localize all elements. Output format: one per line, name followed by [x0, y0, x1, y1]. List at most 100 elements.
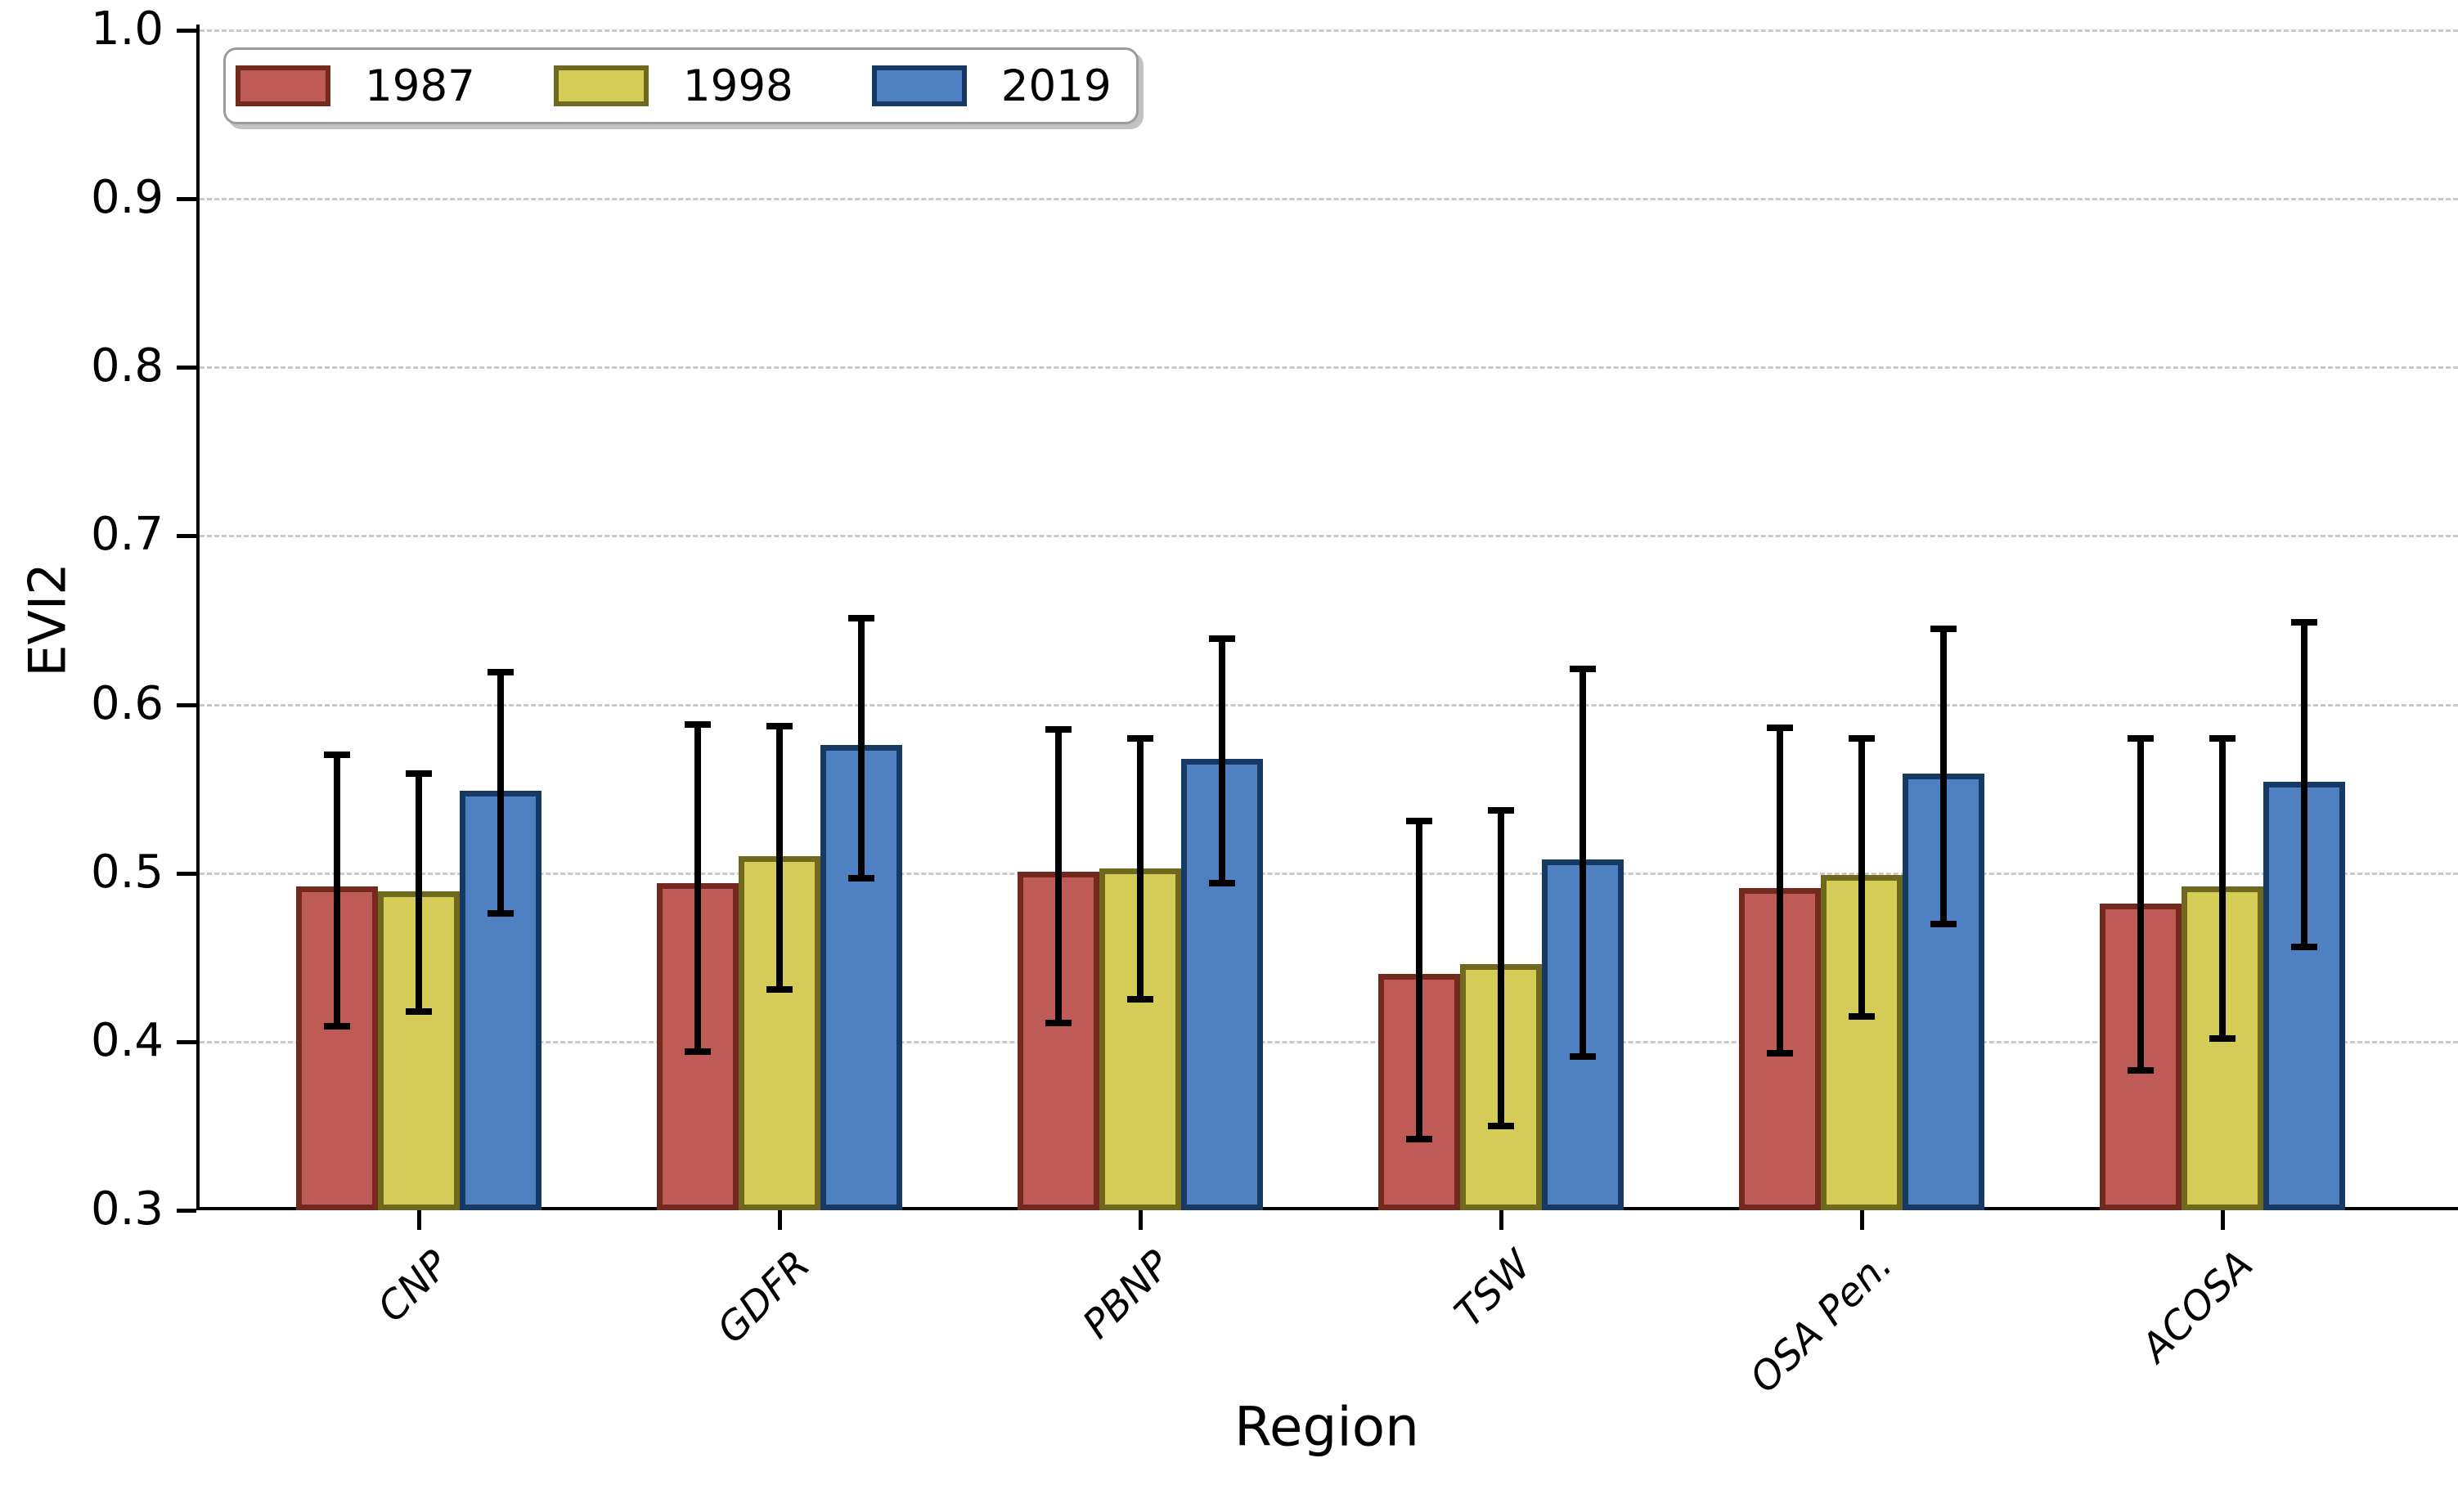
bar-1987-PBNP	[1018, 871, 1099, 1210]
legend-item-2019: 2019	[871, 61, 1112, 111]
error-bar-cap-bottom	[1930, 920, 1957, 927]
error-bar-line	[497, 672, 504, 914]
error-bar-line	[2137, 738, 2144, 1070]
error-bar-cap-bottom	[1767, 1050, 1793, 1057]
error-bar-line	[1940, 628, 1947, 924]
error-bar-cap-top	[406, 770, 432, 778]
y-tick	[177, 366, 196, 370]
legend-label-1987: 1987	[365, 61, 475, 111]
error-bar-cap-top	[1767, 725, 1793, 732]
gridline	[200, 198, 2458, 201]
y-tick	[177, 197, 196, 202]
x-tick	[2221, 1210, 2225, 1230]
error-bar-cap-top	[1930, 625, 1957, 632]
y-tick-label: 0.5	[90, 845, 164, 899]
gridline	[200, 703, 2458, 707]
error-bar-cap-bottom	[406, 1007, 432, 1015]
gridline	[200, 29, 2458, 32]
error-bar-line	[2219, 738, 2226, 1039]
error-bar-line	[776, 726, 783, 989]
y-tick-label: 0.9	[90, 171, 164, 225]
y-tick-label: 1.0	[90, 2, 164, 56]
x-tick-label-tsw: TSW	[1445, 1241, 1541, 1337]
bar-1998-GDFR	[739, 856, 820, 1210]
error-bar-cap-top	[1406, 817, 1432, 824]
gridline	[200, 872, 2458, 875]
error-bar-cap-top	[488, 669, 514, 676]
y-tick	[177, 534, 196, 539]
error-bar-cap-top	[1209, 635, 1235, 643]
gridline	[200, 535, 2458, 538]
error-bar-cap-bottom	[766, 985, 793, 993]
gridline	[200, 366, 2458, 370]
error-bar-line	[1580, 669, 1586, 1057]
error-bar-cap-bottom	[2291, 944, 2317, 951]
error-bar-line	[2301, 621, 2307, 948]
legend-swatch-1987	[236, 65, 330, 106]
error-bar-cap-top	[685, 721, 711, 729]
y-tick-label: 0.4	[90, 1013, 164, 1067]
y-tick-label: 0.3	[90, 1182, 164, 1236]
error-bar-cap-top	[848, 615, 874, 622]
plot-area: 0.3 0.4 0.5 0.6 0.7 0.8 0.9 1.0 CNP GDFR PBNP TSW OS…	[91, 2, 2458, 1402]
x-tick	[1860, 1210, 1864, 1230]
x-tick-label-acosa: ACOSA	[2132, 1241, 2263, 1371]
error-bar-cap-top	[1570, 666, 1596, 673]
y-tick-label: 0.8	[90, 339, 164, 393]
error-bar-cap-top	[324, 752, 350, 759]
x-tick-label-pbnp: PBNP	[1073, 1241, 1180, 1348]
y-tick	[177, 871, 196, 876]
legend-item-1987: 1987	[236, 65, 475, 108]
y-tick	[177, 1039, 196, 1044]
error-bar-cap-top	[2128, 734, 2154, 742]
legend-label-2019: 2019	[1000, 61, 1112, 111]
x-tick-label-cnp: CNP	[369, 1241, 459, 1331]
y-tick-label: 0.6	[90, 676, 164, 730]
error-bar-line	[1858, 738, 1865, 1016]
x-tick	[417, 1210, 421, 1230]
error-bar-line	[1416, 820, 1422, 1140]
error-bar-cap-top	[2291, 618, 2317, 626]
error-bar-cap-bottom	[685, 1048, 711, 1056]
error-bar-line	[416, 774, 422, 1012]
x-axis-title: Region	[1234, 1395, 1419, 1459]
error-bar-cap-top	[1488, 807, 1514, 814]
error-bar-cap-bottom	[1127, 996, 1153, 1003]
error-bar-line	[1055, 729, 1062, 1024]
error-bar-line	[1777, 728, 1783, 1054]
error-bar-cap-bottom	[848, 874, 874, 882]
error-bar-cap-bottom	[1045, 1020, 1072, 1027]
error-bar-cap-bottom	[1406, 1136, 1432, 1143]
error-bar-cap-bottom	[1570, 1053, 1596, 1061]
legend-swatch-1998	[553, 65, 649, 106]
error-bar-line	[334, 755, 340, 1027]
legend: 1987 1998 2019	[223, 47, 1139, 124]
error-bar-cap-bottom	[2209, 1034, 2236, 1042]
error-bar-line	[1219, 639, 1225, 884]
legend-label-1998: 1998	[682, 61, 793, 111]
y-axis-title: EVI2	[17, 563, 78, 677]
error-bar-cap-top	[1849, 734, 1875, 742]
y-tick	[177, 1209, 196, 1213]
legend-item-1998: 1998	[553, 61, 793, 111]
error-bar-cap-bottom	[1849, 1012, 1875, 1020]
error-bar-cap-bottom	[1488, 1122, 1514, 1129]
x-tick	[778, 1210, 782, 1230]
x-tick	[1139, 1210, 1143, 1230]
y-tick	[177, 29, 196, 33]
y-tick	[177, 702, 196, 707]
error-bar-line	[1137, 738, 1144, 1000]
legend-swatch-2019	[871, 65, 967, 106]
error-bar-cap-bottom	[488, 910, 514, 918]
error-bar-cap-top	[766, 723, 793, 730]
x-tick	[1499, 1210, 1503, 1230]
error-bar-line	[1498, 810, 1504, 1126]
x-tick-label-osa-pen-: OSA Pen.	[1741, 1241, 1902, 1402]
error-bar-line	[858, 618, 865, 878]
bar-2019-OSA Pen.	[1903, 774, 1984, 1210]
gridline	[200, 1040, 2458, 1043]
error-bar-cap-top	[2209, 734, 2236, 742]
error-bar-cap-bottom	[324, 1023, 350, 1030]
error-bar-cap-top	[1045, 726, 1072, 734]
